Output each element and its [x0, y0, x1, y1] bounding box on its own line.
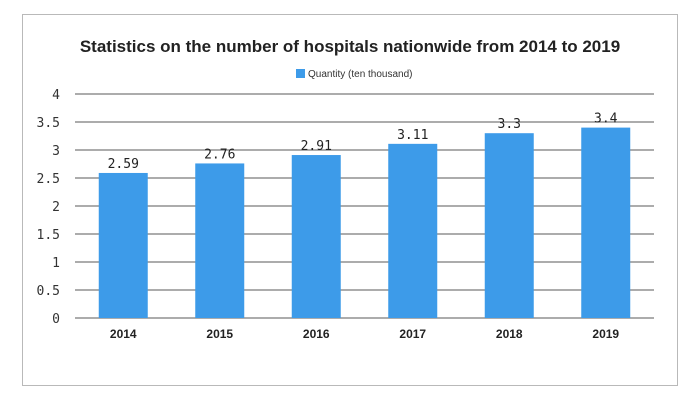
x-axis-ticks: 2014 2015 2016 2017 2018 2019: [110, 327, 620, 341]
y-axis-ticks: 0 0.5 1 1.5 2 2.5 3 3.5 4: [37, 88, 61, 327]
x-tick-label: 2016: [303, 327, 330, 341]
bar: [98, 172, 148, 318]
bar: [195, 163, 245, 318]
bar: [388, 143, 438, 318]
x-tick-label: 2019: [592, 327, 619, 341]
y-tick-label: 2: [52, 200, 60, 215]
legend: Quantity (ten thousand): [296, 69, 413, 80]
x-tick-label: 2017: [399, 327, 426, 341]
y-tick-label: 3.5: [37, 116, 60, 131]
chart-title: Statistics on the number of hospitals na…: [80, 37, 620, 56]
data-label: 2.76: [204, 147, 235, 162]
data-label: 3.3: [498, 117, 521, 132]
x-tick-label: 2015: [206, 327, 233, 341]
y-tick-label: 4: [52, 88, 60, 103]
data-labels: 2.59 2.76 2.91 3.11 3.3 3.4: [108, 112, 618, 172]
y-tick-label: 2.5: [37, 172, 60, 187]
data-label: 2.91: [301, 139, 332, 154]
gridlines: [75, 93, 654, 319]
x-tick-label: 2018: [496, 327, 523, 341]
data-label: 2.59: [108, 157, 139, 172]
y-tick-label: 1.5: [37, 228, 60, 243]
bar: [581, 127, 631, 318]
x-tick-label: 2014: [110, 327, 137, 341]
data-label: 3.11: [397, 128, 428, 143]
bar: [484, 133, 534, 318]
data-label: 3.4: [594, 112, 618, 127]
y-tick-label: 0: [52, 312, 60, 327]
legend-label: Quantity (ten thousand): [308, 69, 413, 80]
bars: [98, 127, 631, 318]
legend-swatch: [296, 69, 305, 78]
y-tick-label: 3: [52, 144, 60, 159]
bar: [291, 155, 341, 318]
y-tick-label: 0.5: [37, 284, 60, 299]
y-tick-label: 1: [52, 256, 60, 271]
